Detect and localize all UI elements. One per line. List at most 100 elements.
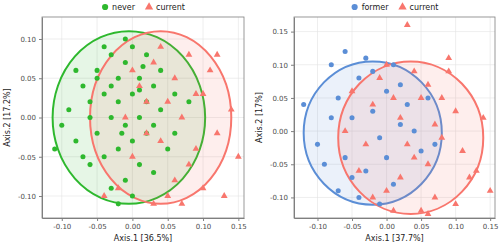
- point: [186, 99, 191, 104]
- point: [119, 131, 124, 136]
- legend-label: former: [362, 3, 390, 12]
- tick-label: -0.05: [270, 161, 288, 169]
- tick-label: 0.00: [20, 114, 36, 122]
- tick-mark: [39, 39, 42, 40]
- tick-label: -0.05: [18, 153, 36, 161]
- tick-label: 0.10: [272, 62, 288, 70]
- tick-label: 0.05: [20, 75, 36, 83]
- point: [425, 210, 432, 216]
- plot-frame: [42, 17, 244, 218]
- point: [466, 174, 473, 180]
- point: [391, 182, 396, 187]
- legend-symbol: [352, 4, 358, 10]
- point: [356, 76, 361, 81]
- tick: -0.10: [270, 194, 294, 202]
- point: [143, 129, 150, 135]
- point: [88, 162, 93, 167]
- axis-line: [43, 218, 245, 219]
- point: [129, 153, 136, 159]
- tick-mark: [62, 218, 63, 221]
- point: [150, 200, 157, 206]
- point: [66, 107, 71, 112]
- tick: 0.00: [272, 128, 294, 136]
- point: [193, 90, 200, 96]
- point: [363, 56, 368, 61]
- point: [171, 74, 178, 80]
- tick-mark: [203, 218, 204, 221]
- series-points: [342, 21, 494, 216]
- point: [412, 129, 417, 134]
- tick-label: -0.05: [343, 223, 361, 231]
- point: [214, 129, 221, 135]
- point: [322, 162, 327, 167]
- tick-label: 0.10: [196, 223, 212, 231]
- point: [52, 146, 57, 151]
- tick: 0.10: [20, 36, 42, 44]
- x-axis: -0.10-0.050.000.050.100.15: [43, 218, 247, 231]
- point: [411, 154, 418, 160]
- point: [228, 106, 235, 112]
- x-axis-title: Axis.1 [36.5%]: [114, 234, 172, 243]
- point: [172, 91, 177, 96]
- tick: 0.15: [231, 218, 247, 231]
- point: [116, 99, 121, 104]
- point: [452, 200, 459, 206]
- point: [487, 187, 494, 193]
- tick: 0.00: [379, 218, 395, 231]
- point: [391, 62, 396, 67]
- legend-symbol: [145, 2, 153, 9]
- tick-label: 0.00: [379, 223, 395, 231]
- tick: 0.05: [20, 75, 42, 83]
- tick: -0.05: [89, 218, 107, 231]
- legend: nevercurrent: [102, 2, 185, 12]
- point: [343, 155, 348, 160]
- point: [143, 98, 150, 104]
- point: [102, 91, 107, 96]
- point: [397, 114, 404, 120]
- point: [384, 155, 389, 160]
- point: [336, 188, 341, 193]
- point: [384, 89, 389, 94]
- tick-label: -0.05: [89, 223, 107, 231]
- point: [459, 147, 466, 153]
- point: [418, 94, 425, 100]
- point: [95, 68, 100, 73]
- panel: -0.10 -0.05 0.00 0.05 0.10 0.15 -0.10 -0.05 0.00…: [3, 2, 247, 243]
- grid-line: [294, 31, 495, 32]
- point: [109, 186, 114, 191]
- tick-mark: [291, 197, 294, 198]
- point: [137, 76, 142, 81]
- point: [186, 161, 193, 167]
- confidence-ellipse: [338, 61, 483, 214]
- tick: 0.05: [414, 218, 430, 231]
- point: [432, 142, 437, 147]
- point: [370, 109, 375, 114]
- point: [356, 195, 361, 200]
- tick: 0.05: [272, 95, 294, 103]
- tick-mark: [39, 78, 42, 79]
- point: [425, 95, 430, 100]
- point: [59, 123, 64, 128]
- x-axis-title: Axis.1 [37.7%]: [365, 234, 423, 243]
- point: [398, 122, 403, 127]
- y-axis: -0.10 -0.05 0.00 0.05 0.10: [18, 18, 43, 219]
- point: [186, 51, 193, 57]
- tick: 0.15: [272, 28, 294, 36]
- point: [356, 167, 363, 173]
- tick-label: 0.05: [414, 223, 430, 231]
- tick-label: 0.15: [272, 28, 288, 36]
- point: [157, 43, 164, 49]
- point: [109, 84, 114, 89]
- tick-mark: [490, 218, 491, 221]
- plot-frame: [294, 17, 495, 218]
- y-axis: -0.10 -0.05 0.00 0.05 0.10 0.15: [270, 18, 295, 219]
- point: [207, 66, 214, 72]
- tick: -0.10: [18, 193, 42, 201]
- point: [398, 82, 403, 87]
- point: [235, 153, 242, 159]
- tick-mark: [317, 218, 318, 221]
- grid: [294, 17, 495, 218]
- series-points: [52, 36, 191, 206]
- legend-item: current: [145, 2, 185, 12]
- tick-label: 0.00: [272, 128, 288, 136]
